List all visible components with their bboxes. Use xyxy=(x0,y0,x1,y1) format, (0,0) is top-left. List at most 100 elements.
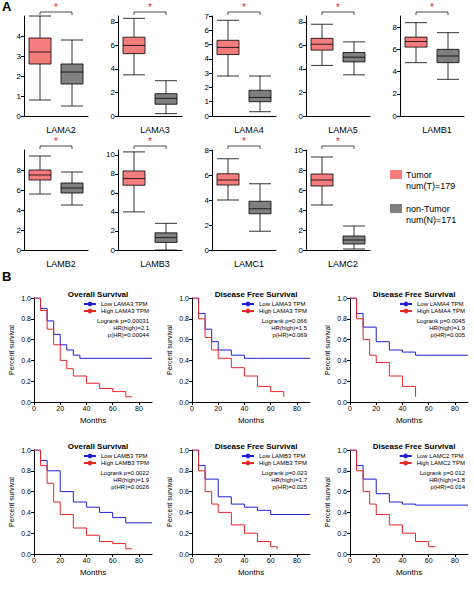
svg-text:40: 40 xyxy=(83,405,91,412)
svg-text:Percent survival: Percent survival xyxy=(324,325,331,375)
svg-text:1.0: 1.0 xyxy=(337,447,347,454)
svg-text:non-Tumor: non-Tumor xyxy=(406,204,450,214)
svg-text:20: 20 xyxy=(56,405,64,412)
svg-text:80: 80 xyxy=(451,405,459,412)
svg-text:High LAMA4 TPM: High LAMA4 TPM xyxy=(417,308,465,314)
svg-text:0.4: 0.4 xyxy=(179,357,189,364)
svg-text:Overall Survival: Overall Survival xyxy=(68,442,128,451)
svg-text:Months: Months xyxy=(80,416,106,425)
svg-text:0.0: 0.0 xyxy=(337,399,347,406)
svg-text:4: 4 xyxy=(111,64,116,73)
svg-text:6: 6 xyxy=(393,45,398,54)
svg-text:B: B xyxy=(2,269,11,284)
svg-text:0: 0 xyxy=(17,112,22,121)
svg-text:p(HR)=0.014: p(HR)=0.014 xyxy=(430,484,465,490)
svg-text:0.8: 0.8 xyxy=(337,467,347,474)
svg-text:LAMC2: LAMC2 xyxy=(328,259,358,269)
svg-text:8: 8 xyxy=(393,23,398,32)
svg-text:0: 0 xyxy=(348,405,352,412)
svg-text:HR(high)=1.8: HR(high)=1.8 xyxy=(429,477,466,483)
svg-text:40: 40 xyxy=(83,557,91,564)
svg-text:6: 6 xyxy=(205,26,210,35)
svg-text:LAMB1: LAMB1 xyxy=(422,125,452,135)
svg-text:Months: Months xyxy=(80,568,106,577)
svg-text:Logrank p=0.012: Logrank p=0.012 xyxy=(420,470,466,476)
svg-text:80: 80 xyxy=(293,405,301,412)
svg-text:LAMA2: LAMA2 xyxy=(46,125,76,135)
svg-text:Low LAMA4 TPM: Low LAMA4 TPM xyxy=(417,301,464,307)
svg-text:4: 4 xyxy=(393,67,398,76)
svg-text:80: 80 xyxy=(451,557,459,564)
svg-text:Percent survival: Percent survival xyxy=(8,325,15,375)
svg-text:0.6: 0.6 xyxy=(337,488,347,495)
svg-text:20: 20 xyxy=(56,557,64,564)
svg-text:60: 60 xyxy=(425,405,433,412)
svg-text:Low LAMA3 TPM: Low LAMA3 TPM xyxy=(101,301,148,307)
svg-text:0.2: 0.2 xyxy=(21,378,31,385)
svg-text:High LAMA3 TPM: High LAMA3 TPM xyxy=(101,308,149,314)
svg-text:6: 6 xyxy=(299,186,304,195)
svg-text:8: 8 xyxy=(299,17,304,26)
svg-text:Low LAMC2 TPM: Low LAMC2 TPM xyxy=(417,453,464,459)
svg-text:*: * xyxy=(336,136,340,147)
svg-text:2: 2 xyxy=(299,226,304,235)
svg-text:5: 5 xyxy=(205,40,210,49)
svg-text:1: 1 xyxy=(17,92,22,101)
svg-text:0.0: 0.0 xyxy=(21,399,31,406)
svg-text:High LAMB3 TPM: High LAMB3 TPM xyxy=(259,460,307,466)
svg-text:0: 0 xyxy=(32,557,36,564)
svg-text:40: 40 xyxy=(399,557,407,564)
svg-text:*: * xyxy=(430,2,434,13)
svg-text:0.2: 0.2 xyxy=(179,530,189,537)
svg-text:Percent survival: Percent survival xyxy=(166,325,173,375)
svg-text:4: 4 xyxy=(17,206,22,215)
svg-text:0: 0 xyxy=(17,246,22,255)
svg-text:0.8: 0.8 xyxy=(21,467,31,474)
svg-text:0.4: 0.4 xyxy=(179,509,189,516)
svg-text:High LAMC2 TPM: High LAMC2 TPM xyxy=(417,460,465,466)
svg-text:0.4: 0.4 xyxy=(21,509,31,516)
svg-text:40: 40 xyxy=(241,557,249,564)
svg-text:8: 8 xyxy=(205,146,210,155)
svg-text:1.0: 1.0 xyxy=(179,447,189,454)
svg-text:Disease Free Survival: Disease Free Survival xyxy=(373,290,456,299)
svg-text:Months: Months xyxy=(396,568,422,577)
svg-text:0.6: 0.6 xyxy=(179,488,189,495)
svg-text:60: 60 xyxy=(267,405,275,412)
svg-text:A: A xyxy=(2,0,12,14)
svg-text:Months: Months xyxy=(396,416,422,425)
svg-text:0.0: 0.0 xyxy=(21,551,31,558)
svg-text:6: 6 xyxy=(205,171,210,180)
svg-text:0: 0 xyxy=(299,246,304,255)
svg-text:8: 8 xyxy=(299,166,304,175)
svg-text:Months: Months xyxy=(238,568,264,577)
svg-text:Tumor: Tumor xyxy=(406,170,432,180)
svg-text:Logrank p=0.0045: Logrank p=0.0045 xyxy=(416,318,465,324)
svg-text:60: 60 xyxy=(109,405,117,412)
svg-text:0: 0 xyxy=(299,112,304,121)
svg-text:p(HR)=0.069: p(HR)=0.069 xyxy=(272,332,307,338)
svg-text:1.0: 1.0 xyxy=(21,447,31,454)
svg-text:0: 0 xyxy=(111,246,116,255)
svg-text:*: * xyxy=(336,2,340,13)
svg-text:p(HR)=0.005: p(HR)=0.005 xyxy=(430,332,465,338)
svg-text:0.8: 0.8 xyxy=(179,467,189,474)
svg-text:HR(high)=2.1: HR(high)=2.1 xyxy=(113,325,150,331)
svg-text:2: 2 xyxy=(111,226,116,235)
svg-text:3: 3 xyxy=(205,69,210,78)
svg-text:0.2: 0.2 xyxy=(337,530,347,537)
svg-text:0: 0 xyxy=(190,405,194,412)
svg-text:2: 2 xyxy=(17,226,22,235)
svg-text:0.0: 0.0 xyxy=(179,551,189,558)
svg-text:Logrank p=0.066: Logrank p=0.066 xyxy=(262,318,308,324)
svg-text:Percent survival: Percent survival xyxy=(166,477,173,527)
svg-text:*: * xyxy=(242,2,246,13)
svg-text:60: 60 xyxy=(425,557,433,564)
svg-text:Percent survival: Percent survival xyxy=(324,477,331,527)
svg-text:Low LAMB3 TPM: Low LAMB3 TPM xyxy=(259,453,306,459)
svg-text:0: 0 xyxy=(190,557,194,564)
svg-text:*: * xyxy=(54,136,58,147)
svg-text:0.4: 0.4 xyxy=(337,357,347,364)
svg-text:0.6: 0.6 xyxy=(21,336,31,343)
svg-text:Disease Free Survival: Disease Free Survival xyxy=(373,442,456,451)
